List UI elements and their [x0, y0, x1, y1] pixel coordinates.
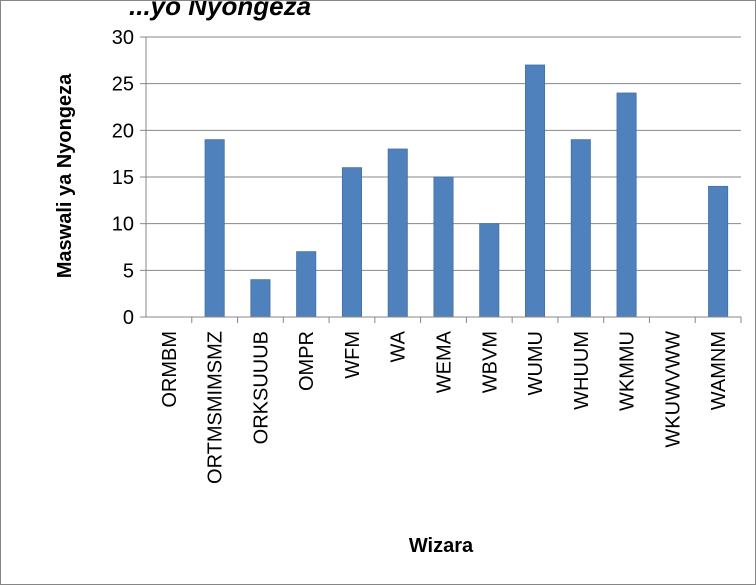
x-category-label: WBVM [479, 331, 501, 393]
y-tick-label: 30 [112, 27, 134, 49]
y-axis-ticks: 0 5 10 15 20 25 30 [112, 27, 146, 329]
bar-wbvm [479, 223, 500, 318]
bar-wumu [525, 64, 546, 318]
x-category-label: ORMBM [159, 331, 181, 408]
bars [204, 64, 729, 318]
bar-orksuuub [250, 279, 271, 318]
x-category-label: ORTMSMIMSMZ [205, 331, 227, 484]
x-category-label: WA [388, 330, 410, 362]
y-axis-title: Maswali ya Nyongeza [54, 73, 76, 278]
x-category-label: OMPR [296, 331, 318, 391]
x-category-label: WKMMU [617, 331, 639, 411]
x-category-label: WHUUM [571, 331, 593, 410]
x-axis-title: Wizara [409, 535, 474, 557]
y-tick-label: 20 [112, 120, 134, 142]
bar-wema [433, 176, 454, 318]
axes [145, 37, 741, 318]
y-tick-label: 5 [123, 260, 134, 282]
y-tick-label: 25 [112, 74, 134, 96]
x-category-label: WFM [342, 331, 364, 379]
bar-wa [387, 148, 408, 318]
bar-wfm [341, 167, 362, 318]
y-tick-label: 0 [123, 307, 134, 329]
bar-wamnm [708, 185, 729, 318]
bar-whuum [570, 139, 591, 318]
x-category-label: ORKSUUUB [250, 331, 272, 444]
chart-title: ...yo Nyongeza [129, 1, 311, 21]
x-category-label: WAMNM [708, 331, 730, 410]
x-category-label: WKUWVWW [662, 331, 684, 448]
x-category-label: WUMU [525, 331, 547, 395]
bar-ortmsmimsmz [204, 139, 225, 318]
x-category-label: WEMA [434, 330, 456, 393]
y-tick-label: 10 [112, 214, 134, 236]
x-axis-categories: ORMBM ORTMSMIMSMZ ORKSUUUB OMPR WFM WA WEMA WBV… [159, 317, 742, 484]
bar-wkmmu [616, 92, 637, 318]
bar-ompr [296, 251, 317, 318]
y-tick-label: 15 [112, 167, 134, 189]
